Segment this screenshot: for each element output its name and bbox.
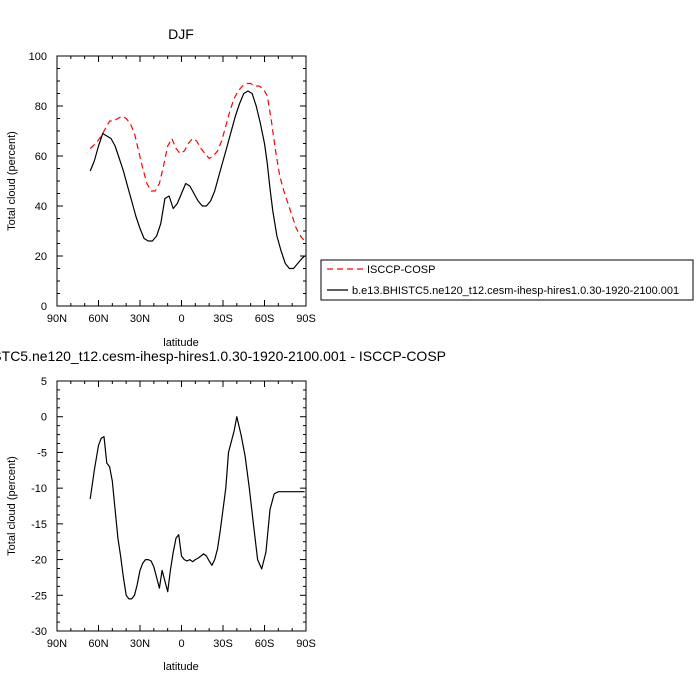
top-y-tick-label: 100 bbox=[29, 51, 47, 63]
bottom-chart-y-axis-label: Total cloud (percent) bbox=[6, 456, 18, 556]
top-x-tick-label: 90N bbox=[47, 313, 67, 325]
top-chart-series bbox=[89, 82, 306, 270]
top-chart: DJF latitude Total cloud (percent) 90N 60… bbox=[6, 26, 316, 349]
bottom-x-tick-label: 30S bbox=[213, 638, 233, 650]
bottom-y-tick-label: -30 bbox=[31, 626, 47, 638]
bottom-y-tick-label: -20 bbox=[31, 555, 47, 567]
top-x-tick-label: 60N bbox=[88, 313, 108, 325]
bottom-x-tick-label: 60N bbox=[88, 638, 108, 650]
top-chart-y-axis-label: Total cloud (percent) bbox=[6, 131, 18, 231]
bottom-y-tick-label: -10 bbox=[31, 483, 47, 495]
bottom-chart-plot-frame bbox=[56, 380, 307, 632]
top-y-tick-label: 80 bbox=[35, 101, 47, 113]
bottom-x-tick-label: 0 bbox=[178, 638, 184, 650]
bottom-x-tick-label: 90S bbox=[296, 638, 316, 650]
top-x-tick-label: 0 bbox=[178, 313, 184, 325]
bottom-chart: b.e13.BHISTC5.ne120_t12.cesm-ihesp-hires… bbox=[0, 348, 446, 673]
top-y-tick-label: 60 bbox=[35, 151, 47, 163]
top-series-line-1 bbox=[89, 90, 306, 270]
bottom-y-tick-label: 0 bbox=[41, 412, 47, 424]
top-chart-ticks: 90N 60N 30N 0 30S 60S 90S 0 20 40 60 80 100 bbox=[29, 51, 316, 325]
legend: ISCCP-COSP b.e13.BHISTC5.ne120_t12.cesm-… bbox=[320, 259, 694, 301]
top-x-tick-label: 90S bbox=[296, 313, 316, 325]
top-chart-x-axis-label: latitude bbox=[163, 337, 198, 349]
bottom-series-line-0 bbox=[89, 416, 305, 600]
bottom-x-tick-label: 90N bbox=[47, 638, 67, 650]
legend-label-model: b.e13.BHISTC5.ne120_t12.cesm-ihesp-hires… bbox=[352, 285, 679, 297]
bottom-y-tick-label: -5 bbox=[37, 447, 47, 459]
top-x-tick-label: 60S bbox=[255, 313, 275, 325]
top-x-tick-label: 30S bbox=[213, 313, 233, 325]
bottom-y-tick-label: 5 bbox=[41, 376, 47, 388]
bottom-y-tick-label: -25 bbox=[31, 590, 47, 602]
top-chart-title: DJF bbox=[168, 26, 194, 42]
bottom-x-tick-label: 30N bbox=[130, 638, 150, 650]
legend-label-isccp: ISCCP-COSP bbox=[367, 264, 435, 276]
bottom-chart-series bbox=[89, 416, 305, 600]
legend-box bbox=[320, 259, 694, 301]
bottom-x-tick-label: 60S bbox=[255, 638, 275, 650]
top-y-tick-label: 0 bbox=[41, 301, 47, 313]
top-x-tick-label: 30N bbox=[130, 313, 150, 325]
top-y-tick-label: 20 bbox=[35, 251, 47, 263]
top-series-line-0 bbox=[89, 82, 306, 242]
bottom-chart-x-axis-label: latitude bbox=[163, 661, 198, 673]
bottom-y-tick-label: -15 bbox=[31, 519, 47, 531]
top-y-tick-label: 40 bbox=[35, 201, 47, 213]
bottom-chart-title: b.e13.BHISTC5.ne120_t12.cesm-ihesp-hires… bbox=[0, 348, 446, 364]
bottom-chart-ticks: 90N 60N 30N 0 30S 60S 90S -30 -25 -20 -15 -10 -5 0 5 bbox=[31, 376, 316, 650]
